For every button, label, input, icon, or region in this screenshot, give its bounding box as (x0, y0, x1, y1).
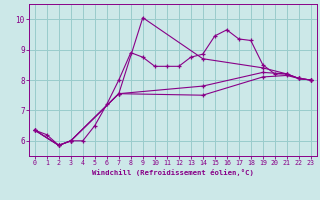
X-axis label: Windchill (Refroidissement éolien,°C): Windchill (Refroidissement éolien,°C) (92, 169, 254, 176)
